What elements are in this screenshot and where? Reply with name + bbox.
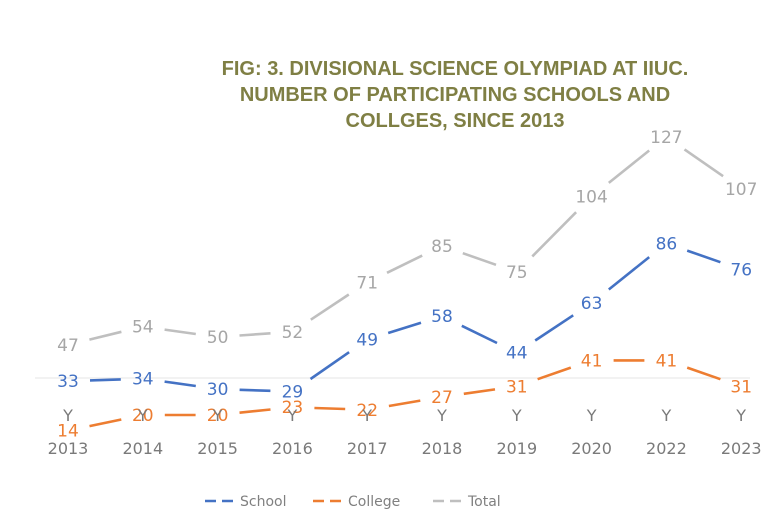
legend: School College Total xyxy=(205,494,501,510)
school-segment xyxy=(534,314,574,342)
school-data-label: 76 xyxy=(730,260,752,280)
college-data-label: 41 xyxy=(581,351,603,371)
legend-item-college: College xyxy=(313,494,400,510)
school-data-label: 29 xyxy=(282,383,304,403)
total-data-label: 54 xyxy=(132,318,154,338)
college-data-label: 41 xyxy=(656,351,678,371)
x-tick-label: 2019 xyxy=(496,439,537,458)
x-tick-label: Y xyxy=(511,406,522,425)
school-data-label: 44 xyxy=(506,344,528,364)
school-segment xyxy=(387,321,422,335)
school-segment xyxy=(239,388,271,393)
school-segment xyxy=(686,249,721,264)
x-tick-label: Y xyxy=(287,406,298,425)
college-segment xyxy=(239,408,271,414)
total-data-label: 107 xyxy=(725,180,757,200)
total-segment xyxy=(607,149,651,184)
x-tick-label: 2013 xyxy=(48,439,89,458)
x-tick-label: 2023 xyxy=(721,439,762,458)
x-tick-label: Y xyxy=(212,406,223,425)
total-data-label: 75 xyxy=(506,263,528,283)
college-segment xyxy=(314,406,346,411)
data-label-layer: 33 34 30 29 49 58 44 63 86 76 14 20 20 23 22 27 31 41 41 31… xyxy=(57,128,757,442)
school-data-label: 30 xyxy=(207,380,229,400)
legend-item-school: School xyxy=(205,494,286,510)
total-data-label: 50 xyxy=(207,328,229,348)
total-segment xyxy=(310,293,350,321)
x-tick-label: Y xyxy=(62,406,73,425)
school-series-line xyxy=(89,249,721,393)
legend-label-total: Total xyxy=(467,494,501,510)
college-segment xyxy=(537,366,572,381)
chart-title-line-1: FIG: 3. DIVISIONAL SCIENCE OLYMPIAD AT I… xyxy=(222,58,689,80)
school-segment xyxy=(309,351,350,381)
college-segment xyxy=(463,388,496,396)
total-segment xyxy=(386,254,423,274)
x-tick-label: 2018 xyxy=(422,439,463,458)
school-data-label: 33 xyxy=(57,372,79,392)
college-data-label: 27 xyxy=(431,388,453,408)
total-series-line xyxy=(89,148,724,341)
college-data-label: 14 xyxy=(57,422,79,442)
legend-item-total: Total xyxy=(433,494,501,510)
college-segment xyxy=(89,418,122,428)
x-tick-label: 2022 xyxy=(646,439,687,458)
total-segment xyxy=(89,330,122,341)
school-data-label: 34 xyxy=(132,370,154,390)
x-axis-ticks: Y2013Y2014Y2015Y2016Y2017Y2018Y2019Y2020… xyxy=(48,406,762,458)
total-segment xyxy=(462,251,497,267)
chart-title-line-3: COLLGES, SINCE 2013 xyxy=(346,110,565,132)
total-data-label: 52 xyxy=(282,323,304,343)
college-data-label: 31 xyxy=(730,377,752,397)
chart-title-line-2: NUMBER OF PARTICIPATING SCHOOLS AND xyxy=(240,84,670,106)
x-tick-label: Y xyxy=(361,406,372,425)
school-data-label: 49 xyxy=(356,331,378,351)
total-segment xyxy=(531,211,578,258)
x-tick-label: 2015 xyxy=(197,439,238,458)
chart-title: FIG: 3. DIVISIONAL SCIENCE OLYMPIAD AT I… xyxy=(222,58,689,132)
x-tick-label: Y xyxy=(661,406,672,425)
total-segment xyxy=(683,148,724,178)
total-segment xyxy=(164,328,196,336)
school-data-label: 58 xyxy=(431,307,453,327)
school-data-label: 63 xyxy=(581,294,603,314)
x-tick-label: Y xyxy=(137,406,148,425)
total-segment xyxy=(239,332,271,337)
legend-label-college: College xyxy=(348,494,400,510)
college-segment xyxy=(388,399,421,408)
college-data-label: 23 xyxy=(282,398,304,418)
college-data-label: 22 xyxy=(356,401,378,421)
x-tick-label: Y xyxy=(735,406,746,425)
college-series-line xyxy=(89,359,721,428)
college-data-label: 31 xyxy=(506,377,528,397)
x-tick-label: Y xyxy=(436,406,447,425)
school-segment xyxy=(607,256,651,291)
total-data-label: 127 xyxy=(650,128,682,148)
legend-label-school: School xyxy=(240,494,286,510)
college-data-label: 20 xyxy=(132,406,154,426)
total-data-label: 85 xyxy=(431,237,453,257)
total-data-label: 104 xyxy=(575,188,607,208)
school-segment xyxy=(89,378,121,382)
college-segment xyxy=(686,366,721,381)
x-tick-label: 2014 xyxy=(122,439,163,458)
school-data-label: 86 xyxy=(656,234,678,254)
total-data-label: 71 xyxy=(356,273,378,293)
series-layer xyxy=(89,148,724,428)
x-tick-label: 2016 xyxy=(272,439,313,458)
school-segment xyxy=(164,380,196,388)
college-data-label: 20 xyxy=(207,406,229,426)
x-tick-label: 2017 xyxy=(347,439,388,458)
school-segment xyxy=(461,324,498,345)
x-tick-label: 2020 xyxy=(571,439,612,458)
x-tick-label: Y xyxy=(586,406,597,425)
total-data-label: 47 xyxy=(57,336,79,356)
